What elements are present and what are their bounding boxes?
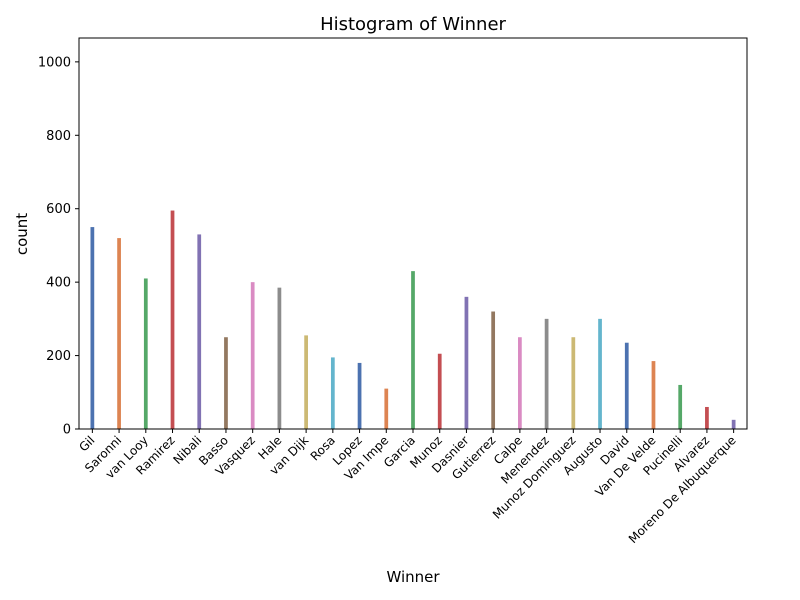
- bar: [731, 419, 736, 429]
- bar: [357, 362, 362, 429]
- y-tick-label: 0: [63, 423, 71, 438]
- y-tick-label: 800: [46, 129, 71, 144]
- bar: [518, 337, 522, 429]
- bar: [277, 287, 282, 429]
- y-tick-label: 600: [46, 202, 71, 217]
- bar: [437, 353, 442, 429]
- bar: [170, 210, 175, 429]
- bar: [330, 357, 335, 429]
- bar: [224, 337, 228, 429]
- y-tick-label: 1000: [38, 55, 71, 70]
- bar: [571, 337, 576, 429]
- bar: [90, 227, 95, 429]
- x-axis-label: Winner: [386, 568, 440, 586]
- bars-layer: [90, 210, 736, 429]
- bar: [678, 384, 683, 429]
- bar: [598, 318, 602, 429]
- bar: [117, 238, 121, 429]
- chart-title: Histogram of Winner: [320, 14, 506, 35]
- y-tick-label: 200: [46, 349, 71, 364]
- bar: [491, 311, 496, 429]
- bar: [411, 271, 415, 429]
- bar: [143, 278, 148, 429]
- bar: [304, 335, 308, 429]
- bar: [705, 406, 709, 429]
- bar: [651, 361, 656, 429]
- bar: [384, 388, 389, 429]
- bar: [250, 282, 255, 429]
- bar: [197, 234, 202, 429]
- y-tick-label: 400: [46, 276, 71, 291]
- y-axis-label: count: [13, 213, 31, 255]
- x-tick-label: Gil: [76, 433, 97, 454]
- bar: [544, 318, 549, 429]
- bar: [464, 296, 469, 429]
- bar: [624, 342, 629, 429]
